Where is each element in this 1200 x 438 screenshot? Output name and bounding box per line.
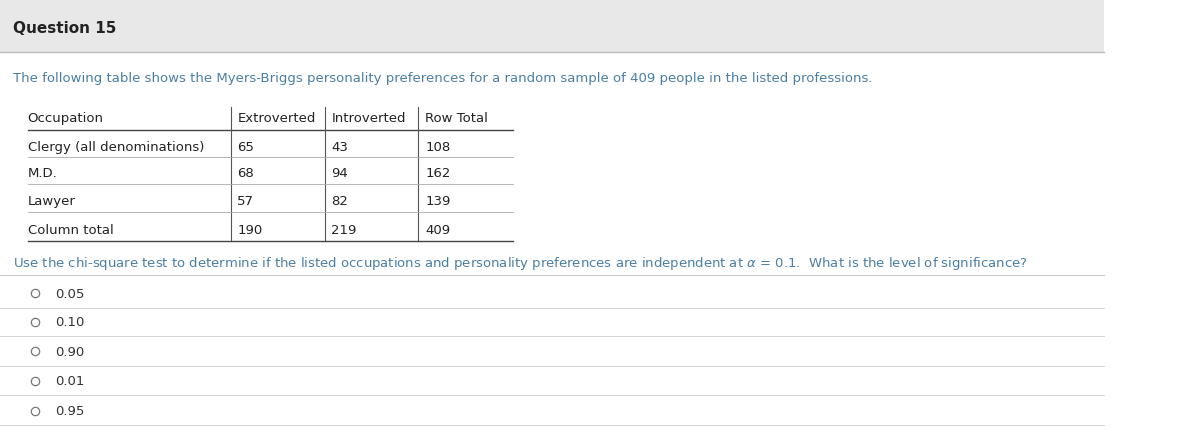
Text: 139: 139 xyxy=(425,195,450,208)
Text: Introverted: Introverted xyxy=(331,112,406,125)
FancyBboxPatch shape xyxy=(0,0,1104,53)
Text: 0.10: 0.10 xyxy=(55,315,84,328)
Text: 219: 219 xyxy=(331,223,356,237)
Text: Row Total: Row Total xyxy=(425,112,488,125)
Text: 0.95: 0.95 xyxy=(55,404,84,417)
Text: 68: 68 xyxy=(238,166,254,180)
Text: 57: 57 xyxy=(238,195,254,208)
Text: The following table shows the Myers-Briggs personality preferences for a random : The following table shows the Myers-Brig… xyxy=(13,71,872,85)
Text: Clergy (all denominations): Clergy (all denominations) xyxy=(28,140,204,153)
Text: M.D.: M.D. xyxy=(28,166,58,180)
Text: Question 15: Question 15 xyxy=(13,21,116,36)
Text: 108: 108 xyxy=(425,140,450,153)
Text: 409: 409 xyxy=(425,223,450,237)
Text: 0.90: 0.90 xyxy=(55,345,84,358)
Text: 0.05: 0.05 xyxy=(55,287,84,300)
Text: Extroverted: Extroverted xyxy=(238,112,316,125)
Text: 82: 82 xyxy=(331,195,348,208)
Text: 162: 162 xyxy=(425,166,450,180)
Text: 0.01: 0.01 xyxy=(55,374,84,388)
Text: Column total: Column total xyxy=(28,223,113,237)
Text: Lawyer: Lawyer xyxy=(28,195,76,208)
Text: 43: 43 xyxy=(331,140,348,153)
Text: Use the chi-square test to determine if the listed occupations and personality p: Use the chi-square test to determine if … xyxy=(13,254,1028,271)
Text: 65: 65 xyxy=(238,140,254,153)
Text: 190: 190 xyxy=(238,223,263,237)
Text: Occupation: Occupation xyxy=(28,112,103,125)
Text: 94: 94 xyxy=(331,166,348,180)
